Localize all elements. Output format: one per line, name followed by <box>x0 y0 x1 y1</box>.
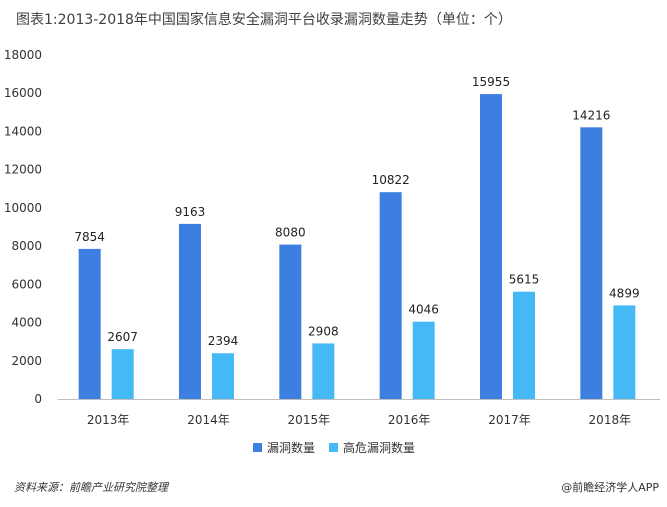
legend-swatch-series-1 <box>253 443 262 452</box>
y-tick-label: 16000 <box>4 86 42 100</box>
source-note: 资料来源：前瞻产业研究院整理 <box>14 481 168 494</box>
bar-series-1 <box>580 127 603 400</box>
x-tick-label: 2014年 <box>187 413 230 427</box>
x-tick-label: 2013年 <box>87 413 130 427</box>
data-label-series-1: 10822 <box>372 173 410 187</box>
legend-label-series-1: 漏洞数量 <box>267 441 316 455</box>
y-tick-label: 0 <box>34 392 42 406</box>
legend: 漏洞数量 高危漏洞数量 <box>253 439 415 456</box>
y-tick-label: 10000 <box>4 201 42 215</box>
bar-series-1 <box>480 94 502 400</box>
data-label-series-2: 5615 <box>509 273 540 287</box>
data-label-series-1: 14216 <box>572 108 610 122</box>
data-label-series-1: 7854 <box>74 230 105 244</box>
y-tick-label: 6000 <box>11 277 42 291</box>
legend-item-series-1[interactable]: 漏洞数量 <box>253 439 315 456</box>
x-tick-label: 2017年 <box>488 413 531 427</box>
x-tick-label: 2018年 <box>589 413 632 427</box>
bar-series-2 <box>613 305 636 399</box>
data-label-series-1: 15955 <box>472 75 510 89</box>
data-label-series-2: 2394 <box>208 334 239 348</box>
data-label-series-2: 4899 <box>609 286 640 300</box>
bar-series-2 <box>312 343 335 399</box>
x-tick-label: 2015年 <box>288 413 331 427</box>
bar-series-2 <box>412 321 435 399</box>
y-tick-label: 12000 <box>4 163 42 177</box>
data-label-series-2: 2908 <box>308 324 339 338</box>
y-tick-label: 2000 <box>11 354 42 368</box>
y-tick-label: 4000 <box>11 316 42 330</box>
bar-series-1 <box>279 244 302 399</box>
bar-series-2 <box>111 349 134 399</box>
bar-series-1 <box>179 223 201 399</box>
brand-label: @前瞻经济学人APP <box>561 481 659 494</box>
legend-swatch-series-2 <box>329 443 339 452</box>
y-tick-label: 18000 <box>4 48 42 62</box>
bar-series-2 <box>212 353 234 399</box>
x-tick-label: 2016年 <box>388 413 431 427</box>
bar-series-2 <box>513 291 535 399</box>
data-label-series-2: 4046 <box>408 303 439 317</box>
chart-title: 图表1:2013-2018年中国国家信息安全漏洞平台收录漏洞数量走势（单位：个） <box>16 12 512 28</box>
y-tick-label: 14000 <box>4 124 42 138</box>
legend-item-series-2[interactable]: 高危漏洞数量 <box>329 439 415 456</box>
data-label-series-2: 2607 <box>107 330 138 344</box>
legend-label-series-2: 高危漏洞数量 <box>343 441 416 455</box>
y-tick-label: 8000 <box>11 239 42 253</box>
data-label-series-1: 8080 <box>275 226 306 240</box>
bar-series-1 <box>78 248 101 399</box>
bar-series-1 <box>379 192 402 399</box>
data-label-series-1: 9163 <box>175 205 206 219</box>
